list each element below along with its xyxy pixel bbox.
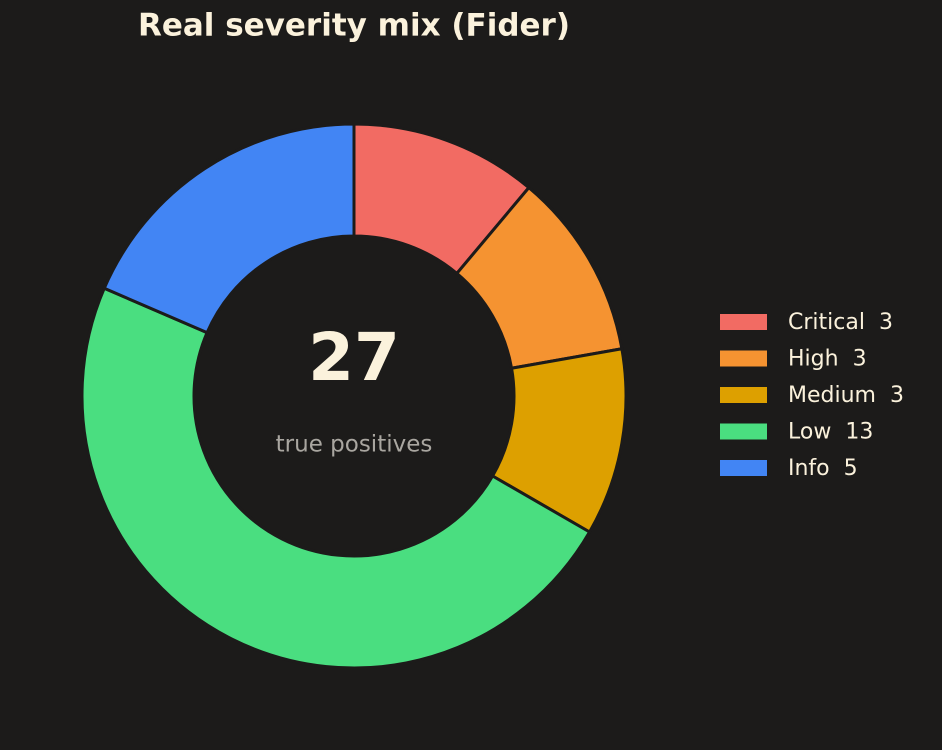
legend-label: Info <box>788 456 830 481</box>
donut-slice <box>80 286 592 670</box>
legend-swatch <box>720 387 767 403</box>
donut-slice <box>102 122 356 335</box>
legend-label: Critical <box>788 310 865 335</box>
legend-swatch <box>720 423 767 440</box>
chart-title: Real severity mix (Fider) <box>138 8 570 44</box>
legend-value: 3 <box>890 383 904 408</box>
legend-label: Medium <box>788 383 876 408</box>
center-value: 27 <box>308 319 400 396</box>
legend-value: 5 <box>844 456 858 481</box>
legend-value: 3 <box>879 310 893 335</box>
legend-label: High <box>788 347 839 372</box>
legend-value: 3 <box>853 347 867 372</box>
legend-value: 13 <box>845 420 873 445</box>
legend-label: Low <box>788 420 831 445</box>
center-label: true positives <box>276 432 433 458</box>
legend-swatch <box>720 350 767 367</box>
legend-swatch <box>720 314 767 330</box>
legend-swatch <box>720 460 767 476</box>
